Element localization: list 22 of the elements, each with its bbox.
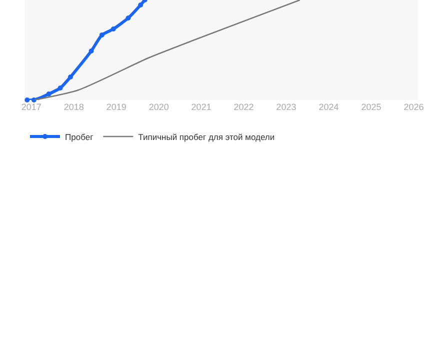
legend-label: Типичный пробег для этой модели (138, 132, 275, 142)
point (99, 32, 104, 38)
point (126, 16, 131, 20)
x-tick-label: 2025 (361, 102, 382, 112)
point (24, 98, 30, 102)
x-tick-label: 2018 (64, 102, 84, 112)
point (58, 86, 63, 90)
x-tick-label: 2024 (318, 102, 339, 112)
x-tick-label: 2020 (148, 102, 169, 112)
x-tick-label: 2019 (106, 102, 126, 112)
point (46, 92, 52, 96)
x-tick-label: 2023 (276, 102, 296, 112)
x-tick-label: 2017 (21, 102, 42, 112)
point (138, 2, 144, 8)
x-tick-label: 2022 (234, 102, 254, 112)
point (110, 26, 116, 32)
point (31, 98, 36, 102)
point (88, 48, 94, 54)
point (68, 74, 73, 80)
x-tick-label: 2026 (404, 102, 424, 112)
legend-label: Пробег (65, 132, 94, 142)
x-tick-label: 2021 (191, 102, 212, 112)
